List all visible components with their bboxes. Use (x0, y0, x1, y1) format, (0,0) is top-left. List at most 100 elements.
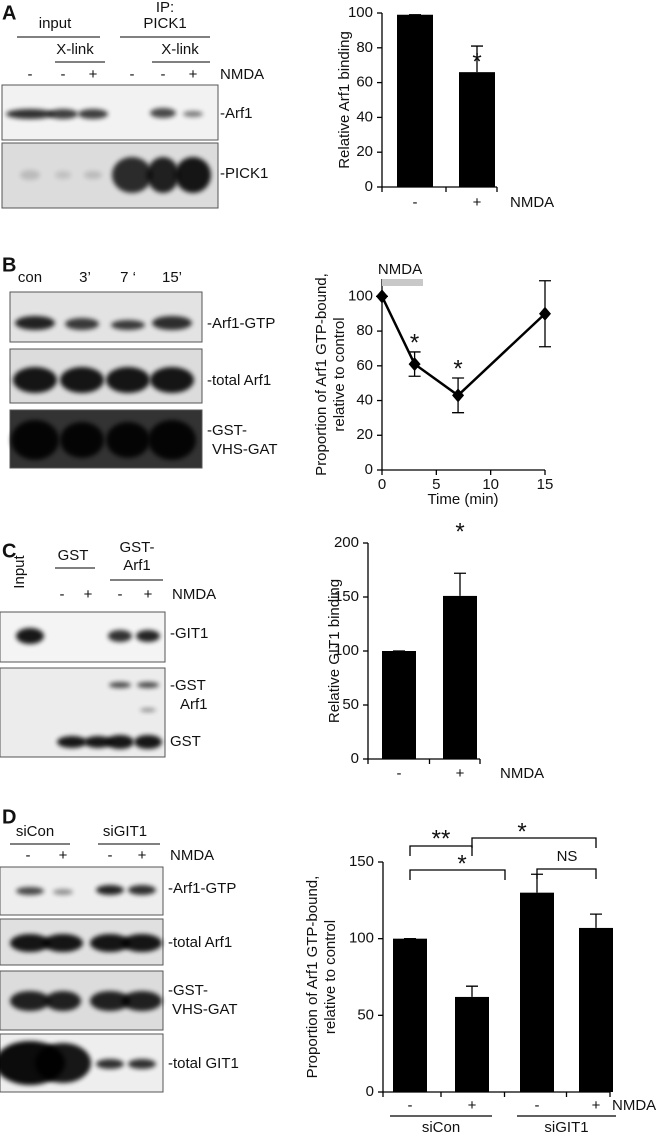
blot-band (45, 991, 81, 1011)
blot-band (111, 320, 145, 330)
x-axis-label: NMDA (612, 1097, 656, 1114)
y-tick-label: 20 (356, 143, 373, 160)
panel-label: A (2, 2, 16, 24)
y-tick-label: 50 (342, 696, 359, 713)
blot-band (134, 735, 162, 749)
y-tick-label: 40 (356, 108, 373, 125)
blot-header: X-link (161, 41, 199, 58)
blot-band (20, 170, 40, 180)
blot-band (55, 171, 71, 179)
blot-header: siGIT1 (103, 823, 147, 840)
y-tick-label: 0 (365, 178, 373, 195)
treatment-label: NMDA (172, 586, 216, 603)
blot-band (108, 630, 132, 642)
blot-band (148, 420, 196, 460)
blot-band (35, 1043, 91, 1083)
blot-band (57, 736, 87, 748)
y-tick-label: 100 (348, 287, 373, 304)
blot-header: input (39, 15, 72, 32)
x-tick-label: - (397, 765, 402, 782)
y-tick-label: 150 (349, 853, 374, 870)
band-label: VHS-GAT (212, 441, 278, 458)
blot-band (106, 367, 150, 393)
panel-label: B (2, 254, 16, 276)
blot-band (60, 367, 104, 393)
x-tick-label: 5 (432, 476, 440, 493)
y-axis-label: relative to control (331, 317, 348, 431)
blot-band (11, 420, 59, 460)
blot-header: PICK1 (143, 15, 186, 32)
band-label: -total GIT1 (168, 1055, 239, 1072)
blot-header: GST- (119, 539, 154, 556)
band-label: -Arf1-GTP (168, 880, 236, 897)
y-tick-label: 100 (349, 930, 374, 947)
bar (459, 72, 495, 187)
x-axis-label: NMDA (500, 765, 544, 782)
lane-label: - (60, 586, 65, 603)
x-tick-label: - (535, 1097, 540, 1114)
annotation: NMDA (378, 261, 422, 278)
blot-band (48, 109, 78, 119)
bar (393, 938, 427, 1092)
x-tick-label: - (413, 194, 418, 211)
y-axis-label: Relative GIT1 binding (326, 579, 343, 723)
y-tick-label: 60 (356, 74, 373, 91)
blot-band (16, 628, 44, 644)
lane-label: - (130, 66, 135, 83)
y-tick-label: 80 (356, 322, 373, 339)
significance-bracket (536, 868, 597, 879)
blot-band (90, 991, 130, 1011)
blot-images (0, 84, 219, 1093)
blot-band (84, 736, 112, 748)
data-point (452, 388, 465, 403)
y-tick-label: 100 (348, 4, 373, 21)
y-tick-label: 150 (334, 588, 359, 605)
lane-label: + (189, 66, 198, 83)
error-bar (590, 913, 602, 928)
blot-header: siCon (16, 823, 54, 840)
significance-bracket (471, 837, 597, 848)
annotation: NS (557, 848, 578, 865)
data-point (539, 306, 551, 321)
blot-band (84, 171, 102, 179)
panel-label: D (2, 806, 16, 828)
blot-header: Arf1 (123, 557, 151, 574)
band-label: -total Arf1 (207, 372, 271, 389)
x-axis-label: Time (min) (427, 491, 498, 508)
lane-label: + (138, 847, 147, 864)
y-tick-label: 20 (356, 426, 373, 443)
blot-band (112, 157, 152, 193)
band-label: VHS-GAT (172, 1001, 238, 1018)
band-label: -Arf1 (220, 105, 253, 122)
y-tick-label: 0 (351, 750, 359, 767)
blot-band (150, 108, 176, 118)
annotation: * (457, 850, 466, 877)
blot-band (90, 934, 130, 952)
lane-label: - (61, 66, 66, 83)
x-tick-label: 15 (537, 476, 554, 493)
blot-band (16, 887, 44, 895)
y-tick-label: 100 (334, 642, 359, 659)
y-tick-label: 0 (366, 1083, 374, 1100)
x-tick-label: + (468, 1097, 477, 1114)
blot-band (15, 316, 55, 330)
blot-band (106, 735, 134, 749)
blot-band (122, 934, 162, 952)
blot-band (128, 1059, 156, 1069)
blot-band (96, 1059, 124, 1069)
blot-band (140, 708, 156, 712)
blot-band (13, 367, 57, 393)
annotation: * (517, 818, 526, 845)
bar (455, 996, 489, 1092)
y-tick-label: 80 (356, 39, 373, 56)
blot-band (136, 630, 160, 642)
bar (443, 595, 477, 759)
blot-band (137, 682, 159, 688)
blot-header: 15’ (162, 269, 182, 286)
significance-bracket (409, 869, 506, 880)
panel-label: C (2, 540, 16, 562)
lane-label: + (144, 586, 153, 603)
blot-band (183, 111, 203, 117)
